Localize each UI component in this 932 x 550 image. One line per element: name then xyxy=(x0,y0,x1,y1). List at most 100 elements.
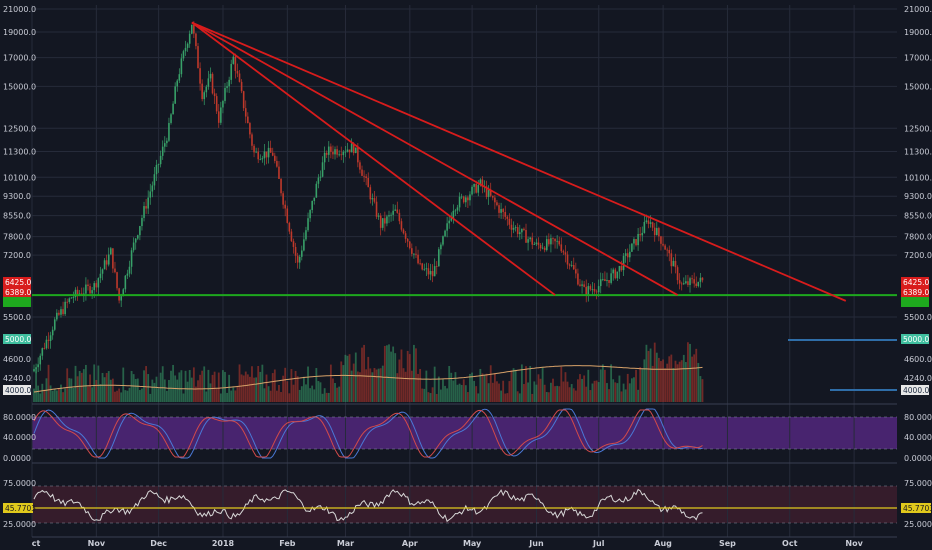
volume-bar xyxy=(124,390,127,402)
volume-bar xyxy=(437,376,440,402)
candle-body xyxy=(247,116,249,124)
volume-bar xyxy=(562,381,565,402)
volume-bar xyxy=(170,370,172,402)
candle-body xyxy=(357,147,359,163)
volume-bar xyxy=(74,365,77,402)
volume-bar xyxy=(388,344,390,402)
volume-bar xyxy=(101,372,104,402)
candle-body xyxy=(415,253,417,255)
volume-bar xyxy=(340,361,343,402)
candle-body xyxy=(629,251,631,258)
volume-bar xyxy=(566,381,569,402)
candle-body xyxy=(228,79,230,87)
candle-body xyxy=(504,211,507,217)
volume-bar xyxy=(278,384,280,402)
time-tick: 2018 xyxy=(212,539,235,548)
volume-bar xyxy=(207,369,210,402)
volume-bar xyxy=(329,364,332,402)
volume-bar xyxy=(122,367,125,402)
volume-bar xyxy=(203,366,206,402)
volume-bar xyxy=(286,381,289,402)
volume-bar xyxy=(76,376,79,402)
volume-bar xyxy=(344,354,347,402)
volume-bar xyxy=(689,343,691,402)
candle-body xyxy=(112,248,114,269)
trendline-2[interactable] xyxy=(191,21,679,296)
candle-body xyxy=(265,151,268,158)
volume-bar xyxy=(697,362,700,402)
volume-bar xyxy=(97,365,100,402)
volume-bar xyxy=(415,348,417,402)
candle-body xyxy=(60,309,62,315)
candle-body xyxy=(614,269,617,279)
volume-bar xyxy=(365,369,368,402)
volume-bar xyxy=(446,388,449,402)
candle-body xyxy=(348,149,351,153)
trendline-1[interactable] xyxy=(191,21,847,302)
candle-body xyxy=(168,122,170,141)
volume-bar xyxy=(176,379,179,402)
volume-bar xyxy=(350,370,353,402)
price-tick-right: 4600.0 xyxy=(904,355,932,364)
price-tick-right: 7200.0 xyxy=(904,251,932,260)
volume-bar xyxy=(543,384,546,402)
candle-body xyxy=(346,149,349,152)
candle-body xyxy=(340,154,343,156)
volume-bar xyxy=(404,371,407,402)
volume-bar xyxy=(41,383,44,402)
candle-body xyxy=(429,271,432,275)
candle-body xyxy=(587,286,590,296)
volume-bar xyxy=(126,390,129,402)
volume-bar xyxy=(359,372,361,402)
candle-body xyxy=(529,237,531,240)
volume-bar xyxy=(668,356,671,402)
candle-body xyxy=(678,280,681,284)
candle-body xyxy=(296,255,299,263)
candle-body xyxy=(533,244,536,245)
volume-badge-right-5000-bg xyxy=(901,334,929,344)
volume-bar xyxy=(219,393,222,402)
volume-moving-average xyxy=(33,365,703,393)
candle-body xyxy=(93,283,96,291)
volume-bar xyxy=(267,386,270,402)
candle-body xyxy=(386,216,388,224)
candle-body xyxy=(91,290,93,294)
time-tick: ct xyxy=(32,539,41,548)
candle-body xyxy=(444,230,446,237)
volume-bar xyxy=(618,375,621,402)
volume-bar xyxy=(570,384,573,402)
volume-bar xyxy=(363,344,365,402)
candle-body xyxy=(361,169,363,176)
rsi-tick-left: 25.0000 xyxy=(3,520,36,529)
candle-body xyxy=(591,289,594,290)
candle-body xyxy=(114,268,116,273)
candle-body xyxy=(344,151,347,153)
candle-body xyxy=(612,269,615,274)
trendline-3[interactable] xyxy=(191,21,556,296)
volume-bar xyxy=(136,378,139,402)
candle-body xyxy=(662,243,664,246)
price-tick-left: 17000.0 xyxy=(3,54,36,63)
volume-bar xyxy=(676,364,679,402)
volume-bar xyxy=(190,377,193,402)
stochastic-tick-left: 40.0000 xyxy=(3,433,36,442)
candle-body xyxy=(249,123,251,135)
volume-bar xyxy=(593,380,596,402)
volume-bar xyxy=(149,393,152,402)
candle-body xyxy=(257,151,260,160)
volume-bar xyxy=(529,365,532,402)
candle-body xyxy=(211,73,214,94)
volume-bar xyxy=(386,345,388,402)
volume-bar xyxy=(35,368,37,402)
volume-bar xyxy=(477,393,480,402)
candle-body xyxy=(396,209,399,213)
volume-bar xyxy=(39,393,42,402)
volume-badge-right-5000-label: 5000.0 xyxy=(903,335,929,344)
volume-bar xyxy=(662,359,664,402)
candle-body xyxy=(454,210,457,212)
candle-body xyxy=(564,252,567,255)
candle-body xyxy=(309,210,311,219)
volume-bar xyxy=(373,367,376,402)
volume-bar xyxy=(606,383,608,402)
